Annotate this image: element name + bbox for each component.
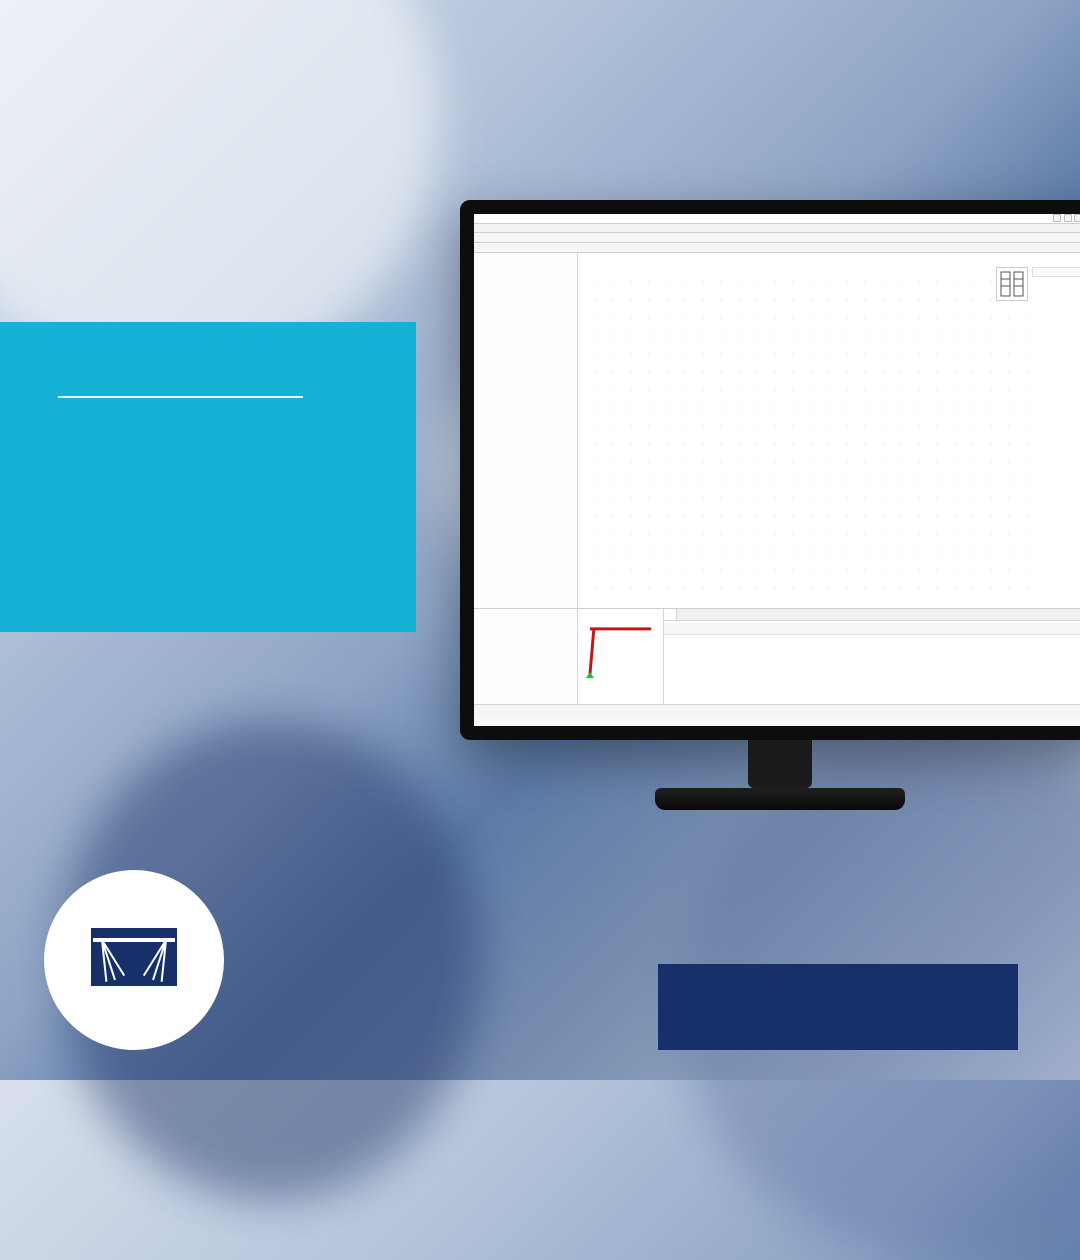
toolbar-row-1[interactable] — [474, 233, 1080, 243]
mini-view[interactable] — [578, 609, 664, 704]
brand-logo — [44, 870, 224, 1050]
monitor — [460, 200, 1080, 810]
results-panel[interactable] — [664, 609, 1080, 704]
app-titlebar — [474, 214, 1080, 224]
menu-bar[interactable] — [474, 224, 1080, 233]
close-icon[interactable] — [1074, 214, 1080, 222]
minimize-icon[interactable] — [1053, 214, 1061, 222]
info-box — [0, 322, 416, 632]
info-rule — [58, 396, 303, 398]
brand-logo-mark — [91, 928, 177, 986]
color-legend — [1032, 267, 1080, 277]
results-tabs[interactable] — [664, 609, 1080, 621]
lower-panels — [474, 608, 1080, 704]
results-toolbar[interactable] — [664, 623, 1080, 635]
load-indicators — [608, 299, 986, 363]
navigator-results[interactable] — [474, 609, 578, 704]
app-window — [474, 214, 1080, 726]
tab-steel-design-results[interactable] — [664, 609, 677, 620]
maximize-icon[interactable] — [1064, 214, 1072, 222]
monitor-frame — [460, 200, 1080, 740]
window-controls[interactable] — [1052, 214, 1080, 224]
section-thumbnail — [996, 267, 1028, 301]
model-viewport[interactable] — [578, 253, 1080, 608]
navigator-panel[interactable] — [474, 253, 578, 608]
toolbar-row-2[interactable] — [474, 243, 1080, 253]
workspace — [474, 253, 1080, 608]
status-bar — [474, 704, 1080, 716]
monitor-stand-neck — [748, 740, 812, 788]
free-webinar-button[interactable] — [658, 964, 1018, 1050]
monitor-stand-base — [655, 788, 905, 810]
